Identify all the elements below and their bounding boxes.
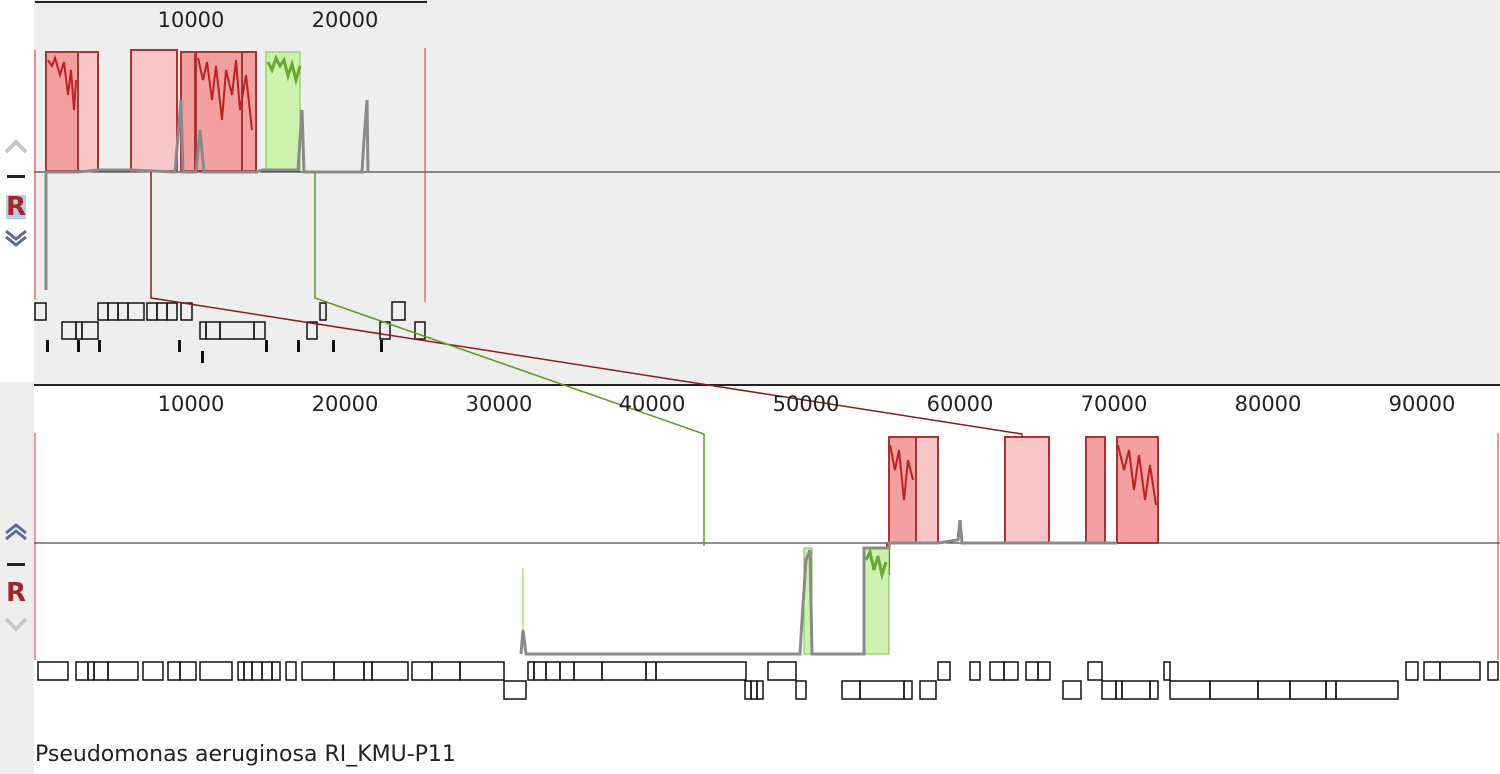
lcb-connector-red[interactable]	[150, 172, 1023, 437]
genome2-axis-tick: 20000	[311, 392, 379, 416]
genome2-axis-tick: 60000	[926, 392, 994, 416]
genome1-lcb-green[interactable]	[265, 51, 302, 172]
reverse-r-label: R	[5, 578, 27, 608]
genome2-lcb-red[interactable]	[886, 436, 1159, 575]
genome1-axis-tick: 20000	[311, 8, 379, 32]
genome2-axis-tick: 80000	[1234, 392, 1302, 416]
genome2-axis-tick: 40000	[618, 392, 686, 416]
genome1-similarity-profile	[44, 99, 370, 290]
genome1-control-column	[0, 0, 34, 382]
genome2-features[interactable]	[37, 661, 1499, 700]
genome2-move-up-button[interactable]	[2, 520, 30, 544]
genome2-axis-tick: 50000	[772, 392, 840, 416]
genome1-features[interactable]	[34, 301, 426, 340]
genome1-move-up-button[interactable]	[2, 134, 30, 158]
genome2-reverse-button[interactable]: R	[2, 579, 30, 607]
genome1-hide-button[interactable]	[2, 164, 30, 188]
lcb-connector-green[interactable]	[314, 172, 705, 546]
chevron-up-icon	[4, 139, 28, 154]
genome1-small-features	[46, 340, 383, 363]
genome2-similarity-profile	[519, 519, 1117, 656]
genome2-control-column	[0, 382, 34, 774]
genome2-name-label: Pseudomonas aeruginosa RI_KMU-P11	[35, 742, 456, 767]
genome2-axis-tick: 70000	[1080, 392, 1148, 416]
genome2-lcb-green[interactable]	[522, 547, 890, 655]
genome1-axis-tick: 10000	[157, 8, 225, 32]
reverse-r-label: R	[5, 192, 27, 222]
chevron-down-icon	[4, 617, 28, 632]
chevron-up-icon	[5, 523, 27, 541]
minus-icon	[7, 562, 25, 566]
genome1-lcb-red[interactable]	[45, 49, 257, 172]
minus-icon	[7, 174, 25, 178]
genome1-reverse-button[interactable]: R	[2, 193, 30, 221]
genome2-hide-button[interactable]	[2, 552, 30, 576]
genome2-move-down-button[interactable]	[2, 612, 30, 636]
genome1-move-down-button[interactable]	[2, 226, 30, 250]
genome2-axis-tick: 10000	[157, 392, 225, 416]
chevron-down-icon	[5, 229, 27, 247]
genome2-axis-tick: 30000	[465, 392, 533, 416]
genome2-axis-tick: 90000	[1388, 392, 1456, 416]
